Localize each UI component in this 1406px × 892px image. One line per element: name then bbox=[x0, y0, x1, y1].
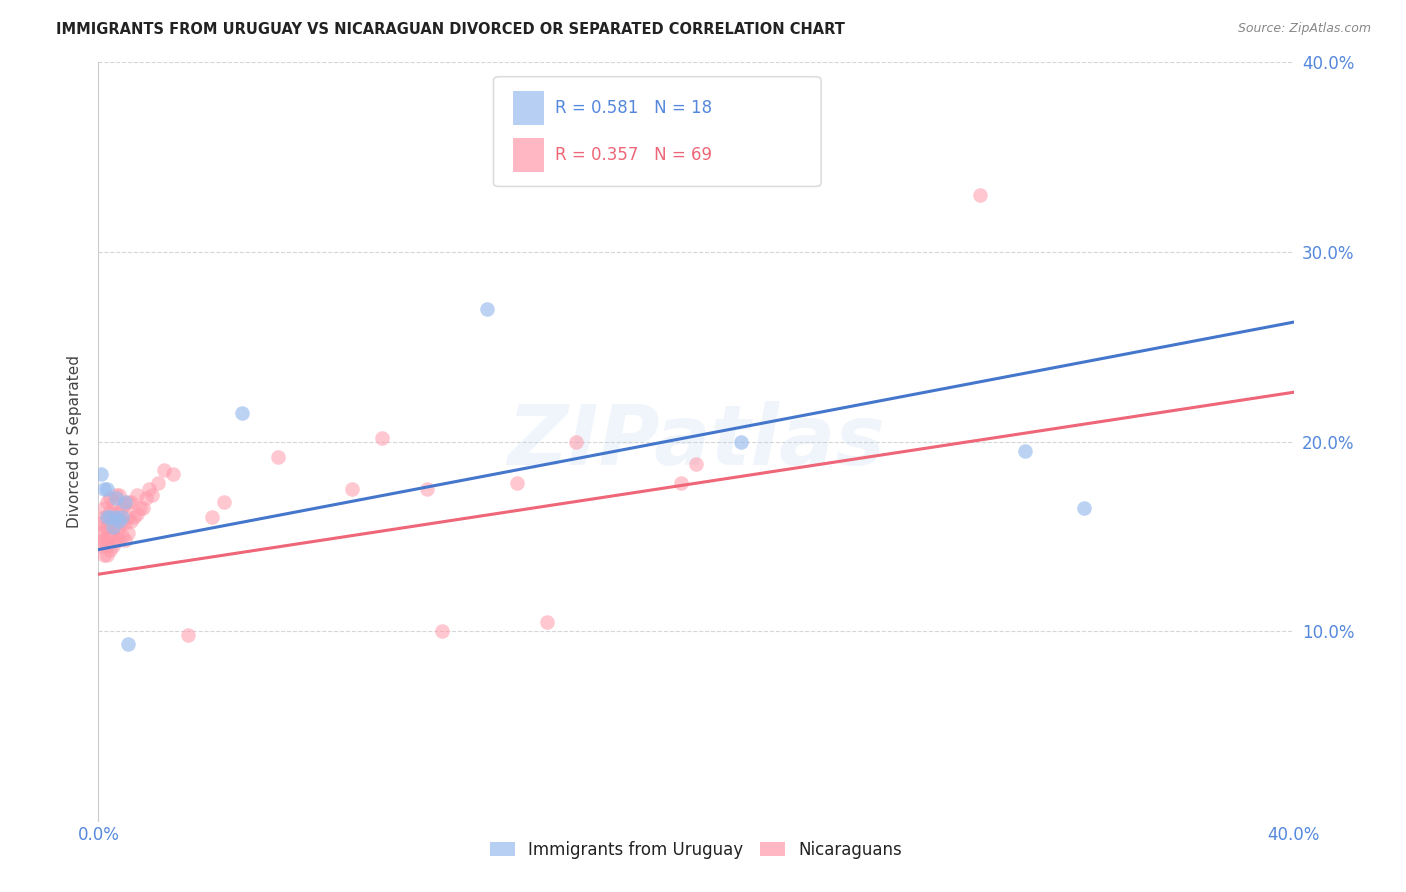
Point bbox=[96, 510, 118, 524]
Point bbox=[93, 510, 115, 524]
Point bbox=[105, 488, 128, 502]
Point bbox=[103, 529, 125, 543]
Point bbox=[103, 510, 125, 524]
Point bbox=[111, 514, 134, 528]
Point bbox=[117, 637, 139, 651]
Text: R = 0.581   N = 18: R = 0.581 N = 18 bbox=[555, 99, 713, 117]
Point bbox=[371, 431, 394, 445]
Point bbox=[1014, 444, 1036, 458]
Point bbox=[98, 491, 122, 506]
Point bbox=[105, 510, 128, 524]
Point bbox=[98, 516, 122, 530]
Text: ZIPatlas: ZIPatlas bbox=[508, 401, 884, 482]
Point bbox=[93, 500, 115, 515]
Legend: Immigrants from Uruguay, Nicaraguans: Immigrants from Uruguay, Nicaraguans bbox=[484, 834, 908, 865]
Point bbox=[108, 520, 131, 534]
Point bbox=[430, 624, 453, 639]
Point bbox=[103, 520, 125, 534]
Point bbox=[93, 520, 115, 534]
Point bbox=[135, 491, 157, 506]
Point bbox=[90, 525, 112, 540]
Point bbox=[98, 505, 122, 519]
Point bbox=[90, 516, 112, 530]
Point bbox=[129, 500, 152, 515]
Point bbox=[730, 434, 752, 449]
Point bbox=[98, 529, 122, 543]
Point bbox=[685, 458, 707, 472]
Point bbox=[969, 188, 991, 202]
Point bbox=[105, 533, 128, 548]
Point bbox=[105, 507, 128, 521]
Point bbox=[117, 495, 139, 509]
Point bbox=[114, 516, 136, 530]
Point bbox=[120, 514, 142, 528]
Point bbox=[267, 450, 290, 464]
Point bbox=[90, 533, 112, 548]
Point bbox=[536, 615, 558, 629]
Point bbox=[177, 628, 200, 642]
Point bbox=[90, 539, 112, 553]
Point bbox=[96, 539, 118, 553]
Point bbox=[111, 510, 134, 524]
Y-axis label: Divorced or Separated: Divorced or Separated bbox=[67, 355, 83, 528]
Point bbox=[162, 467, 184, 481]
Point bbox=[96, 548, 118, 563]
Point bbox=[117, 525, 139, 540]
Point bbox=[96, 520, 118, 534]
Point bbox=[103, 520, 125, 534]
Point bbox=[111, 500, 134, 515]
Point bbox=[669, 476, 692, 491]
Point bbox=[416, 482, 439, 496]
Point bbox=[108, 488, 131, 502]
Point bbox=[103, 495, 125, 509]
Point bbox=[124, 510, 146, 524]
Point bbox=[342, 482, 364, 496]
Point bbox=[231, 406, 253, 420]
Point bbox=[105, 520, 128, 534]
Text: IMMIGRANTS FROM URUGUAY VS NICARAGUAN DIVORCED OR SEPARATED CORRELATION CHART: IMMIGRANTS FROM URUGUAY VS NICARAGUAN DI… bbox=[56, 22, 845, 37]
Point bbox=[565, 434, 588, 449]
Point bbox=[96, 495, 118, 509]
Text: R = 0.357   N = 69: R = 0.357 N = 69 bbox=[555, 146, 713, 164]
Point bbox=[138, 482, 160, 496]
Point bbox=[111, 529, 134, 543]
Point bbox=[93, 482, 115, 496]
Point bbox=[93, 533, 115, 548]
Point bbox=[108, 533, 131, 548]
Point bbox=[98, 510, 122, 524]
Point bbox=[117, 510, 139, 524]
Point bbox=[212, 495, 235, 509]
Point bbox=[141, 488, 163, 502]
Point bbox=[108, 514, 131, 528]
Point bbox=[98, 542, 122, 557]
Point bbox=[103, 539, 125, 553]
Point bbox=[114, 495, 136, 509]
Point bbox=[127, 488, 149, 502]
Point bbox=[475, 301, 498, 316]
Point bbox=[105, 491, 128, 506]
Point bbox=[153, 463, 176, 477]
Point bbox=[93, 548, 115, 563]
Point bbox=[114, 497, 136, 511]
Point bbox=[96, 482, 118, 496]
Point bbox=[148, 476, 170, 491]
Text: Source: ZipAtlas.com: Source: ZipAtlas.com bbox=[1237, 22, 1371, 36]
Point bbox=[132, 500, 155, 515]
Point bbox=[120, 495, 142, 509]
Point bbox=[201, 510, 224, 524]
Point bbox=[96, 510, 118, 524]
Point bbox=[1073, 500, 1095, 515]
Point bbox=[114, 533, 136, 548]
Point bbox=[108, 505, 131, 519]
Point bbox=[96, 529, 118, 543]
Point bbox=[127, 507, 149, 521]
Point bbox=[90, 467, 112, 481]
Point bbox=[506, 476, 529, 491]
